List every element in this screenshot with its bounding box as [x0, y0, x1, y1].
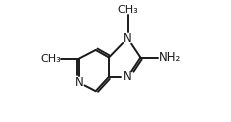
Text: N: N	[123, 32, 131, 45]
Text: CH₃: CH₃	[117, 5, 137, 15]
Text: CH₃: CH₃	[40, 54, 61, 64]
Text: NH₂: NH₂	[158, 51, 180, 64]
Text: N: N	[123, 70, 131, 83]
Text: N: N	[74, 76, 83, 89]
